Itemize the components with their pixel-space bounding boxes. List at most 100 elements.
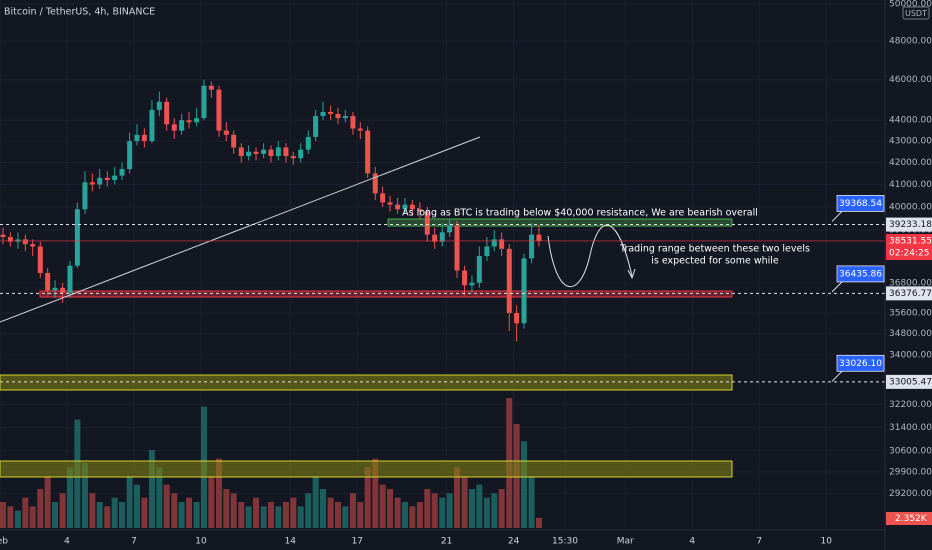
candle-body	[231, 134, 237, 148]
grid	[0, 0, 885, 530]
trend-line	[0, 136, 481, 323]
volume-bar	[178, 502, 185, 528]
candle-body	[499, 239, 505, 249]
candle-body	[238, 147, 244, 157]
resistance-zone	[387, 218, 733, 227]
wave-arrow	[547, 224, 633, 287]
volume-bar	[379, 484, 386, 528]
candle-body	[253, 151, 259, 154]
volume-bar	[439, 497, 446, 528]
candle-body	[454, 225, 460, 271]
x-tick-label: Mar	[617, 537, 634, 547]
support-zone	[39, 290, 733, 298]
x-tick-label: 7	[756, 537, 762, 547]
volume-bar	[454, 467, 461, 528]
currency: USDT	[905, 9, 927, 18]
y-tick-label: 30600.00	[889, 446, 932, 456]
volume-bar	[29, 506, 36, 528]
y-tick-label: 32200.00	[889, 400, 932, 410]
candle-body	[22, 239, 28, 245]
volume-bar	[342, 506, 349, 528]
volume-bar	[468, 489, 475, 528]
level-label: 36376.77	[889, 289, 932, 299]
volume-bar	[230, 493, 237, 528]
volume-bar	[193, 502, 200, 528]
volume-bar	[476, 484, 483, 528]
volume-bar	[409, 506, 416, 528]
candle-body	[156, 101, 162, 110]
level-label: 33005.47	[889, 377, 932, 387]
volume-bar	[446, 493, 453, 528]
candle-body	[350, 116, 356, 129]
candle-body	[342, 116, 348, 119]
volume-bar	[104, 506, 111, 528]
candle-body	[89, 182, 95, 185]
candle-body	[447, 225, 453, 233]
price-axis	[885, 0, 932, 550]
candle-body	[127, 141, 133, 170]
volume-box	[886, 512, 932, 525]
candle-body	[320, 111, 326, 117]
x-tick-label: 15:30	[552, 537, 578, 547]
candle-body	[37, 246, 43, 273]
x-tick-label: 17	[352, 537, 363, 547]
volume-bar	[156, 467, 163, 528]
x-tick-label: Feb	[0, 537, 8, 547]
last-price-label: 38531.55	[889, 236, 932, 246]
level-box	[886, 374, 932, 389]
x-tick-label: 4	[689, 537, 695, 547]
candle-body	[491, 239, 497, 247]
volume-bar	[275, 506, 282, 528]
y-tick-label: 40000.00	[889, 202, 932, 212]
volume-bar	[14, 510, 21, 528]
candle-body	[387, 202, 393, 205]
candle-body	[372, 173, 378, 194]
annotation: is expected for some while	[651, 256, 779, 267]
volume-bar	[387, 489, 394, 528]
x-tick-label: 10	[195, 537, 207, 547]
candle-body	[432, 234, 438, 242]
y-tick-label: 50000.00	[889, 0, 932, 9]
volume-label: 2.352K	[895, 514, 928, 524]
candle-body	[74, 209, 80, 266]
candle-body	[424, 211, 430, 235]
level-box	[886, 217, 932, 232]
candle-body	[395, 204, 401, 210]
y-tick-label: 34800.00	[889, 329, 932, 339]
volume-bar	[520, 441, 527, 528]
candle-body	[60, 287, 66, 293]
candle-body	[365, 130, 371, 174]
overlays: 39368.54 36435.86 33026.10	[0, 195, 885, 383]
candle-body	[0, 234, 6, 238]
candle-body	[506, 248, 512, 314]
candle-body	[409, 204, 415, 210]
candle-body	[439, 232, 445, 242]
currency-box	[902, 6, 930, 20]
candle-body	[149, 109, 155, 142]
candle-body	[380, 193, 386, 203]
last-price-box	[886, 233, 932, 260]
volume-bar	[148, 450, 155, 528]
candle-body	[45, 272, 51, 291]
callout-pointer	[831, 211, 843, 222]
volume-bar	[126, 476, 133, 528]
volume-bar	[89, 493, 96, 528]
volume-bar	[528, 476, 535, 528]
volume-bar	[81, 463, 88, 528]
candle-body	[141, 134, 147, 142]
y-tick-label: 31400.00	[889, 423, 932, 433]
volume-bar	[312, 476, 319, 528]
x-tick-label: 14	[285, 537, 297, 547]
arrow-head	[627, 268, 636, 280]
volume-bar	[96, 502, 103, 528]
candle-body	[402, 204, 408, 210]
volume-bar	[111, 497, 118, 528]
volume-bar	[267, 502, 274, 528]
y-tick-label: 34000.00	[889, 350, 932, 360]
countdown: 02:24:25	[889, 248, 929, 258]
candle-body	[357, 128, 363, 131]
candle-body	[134, 134, 140, 142]
candle-body	[7, 237, 13, 242]
y-tick-label: 48000.00	[889, 37, 932, 47]
y-tick-label: 35600.00	[889, 309, 932, 319]
